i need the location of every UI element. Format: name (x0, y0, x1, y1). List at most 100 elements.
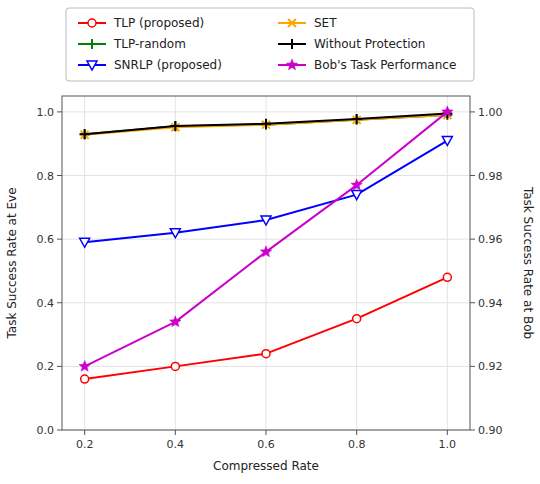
legend-marker (286, 59, 297, 70)
y-tick (57, 366, 62, 367)
series-marker (261, 119, 271, 129)
y-tick (57, 111, 62, 112)
y2-tick-label: 0.92 (478, 360, 503, 373)
legend-label: Bob's Task Performance (314, 58, 456, 72)
plot-frame (62, 96, 470, 430)
grid-line-y (62, 175, 470, 176)
x-tick (84, 430, 85, 435)
series-line (85, 277, 448, 379)
legend-label: SNRLP (proposed) (114, 58, 222, 72)
legend-item: SNRLP (proposed) (78, 58, 222, 72)
y-tick (57, 175, 62, 176)
series-marker (352, 115, 362, 125)
series-marker (352, 191, 362, 200)
grid-line-y (62, 302, 470, 303)
legend-label: Without Protection (314, 37, 425, 51)
legend-item: TLP (proposed) (78, 16, 204, 30)
series-line (85, 112, 448, 366)
x-axis-label: Compressed Rate (213, 459, 319, 473)
grid-line-x (175, 96, 176, 430)
series-marker (261, 120, 271, 130)
x-tick-label: 0.6 (257, 438, 275, 451)
legend-marker (87, 39, 97, 49)
y-tick-label: 0.0 (37, 424, 55, 437)
y-tick-label: 0.2 (37, 360, 55, 373)
series (81, 273, 452, 383)
legend-label: TLP (proposed) (113, 16, 204, 30)
chart: 0.2 0.4 0.6 0.8 1.0 0.0 0.2 0.4 0.6 0.8 1.0 0.90 0.9… (0, 0, 540, 484)
grid-line-x (266, 96, 267, 430)
x-tick (266, 430, 267, 435)
legend-item: SET (278, 16, 337, 30)
grid-line-x (356, 96, 357, 430)
series-marker (352, 114, 362, 124)
y2-tick (470, 366, 475, 367)
legend-label: TLP-random (113, 37, 186, 51)
y2-tick-label: 1.00 (478, 106, 503, 119)
y-tick-label: 1.0 (37, 106, 55, 119)
legend-item: TLP-random (78, 37, 186, 51)
y-tick (57, 302, 62, 303)
legend-box (66, 8, 474, 81)
legend-item: Bob's Task Performance (278, 58, 456, 72)
series-marker (353, 315, 361, 323)
x-tick (356, 430, 357, 435)
x-tick-label: 0.4 (167, 438, 185, 451)
series-marker (170, 316, 181, 327)
y-tick (57, 430, 62, 431)
series-marker (81, 375, 89, 383)
series-line (85, 114, 448, 135)
y2-tick-label: 0.96 (478, 233, 503, 246)
y2-tick (470, 430, 475, 431)
series-marker (261, 216, 271, 225)
y2-tick-label: 0.90 (478, 424, 503, 437)
series (79, 106, 453, 371)
y-tick-label: 0.4 (37, 297, 55, 310)
grid (62, 96, 470, 430)
y2-tick-label: 0.98 (478, 170, 503, 183)
y-tick (57, 239, 62, 240)
y-tick-label: 0.8 (37, 170, 55, 183)
series (81, 111, 452, 139)
series-marker (170, 229, 180, 238)
legend-item: Without Protection (278, 37, 425, 51)
grid-line-y (62, 111, 470, 112)
series (80, 108, 453, 139)
x-tick (447, 430, 448, 435)
legend-label: SET (314, 16, 337, 30)
series-line (85, 115, 448, 135)
series-line (85, 115, 448, 134)
y2-tick (470, 239, 475, 240)
legend-marker (288, 19, 296, 27)
y2-tick (470, 111, 475, 112)
axes: 0.2 0.4 0.6 0.8 1.0 0.0 0.2 0.4 0.6 0.8 1.0 0.90 0.9… (37, 106, 503, 451)
grid-line-y (62, 366, 470, 367)
legend-marker (287, 39, 297, 49)
y2-tick (470, 302, 475, 303)
series-marker (170, 121, 180, 131)
series-marker (80, 129, 90, 139)
x-tick-label: 1.0 (439, 438, 457, 451)
series-marker (79, 360, 90, 371)
axis-labels: Compressed Rate Task Success Rate at Eve T… (5, 186, 535, 473)
series-marker (351, 179, 362, 190)
series-marker (442, 106, 453, 117)
series-marker (443, 273, 451, 281)
y2-tick (470, 175, 475, 176)
x-tick-label: 0.8 (348, 438, 366, 451)
legend: TLP (proposed) TLP-random SNRLP (proposed)… (66, 8, 474, 81)
x-tick-label: 0.2 (76, 438, 94, 451)
series (80, 110, 453, 139)
y2-axis-label: Task Success Rate at Bob (521, 186, 535, 339)
legend-marker (88, 19, 96, 27)
series-marker (80, 238, 90, 247)
legend-marker (87, 61, 97, 70)
y-axis-label: Task Success Rate at Eve (5, 187, 19, 339)
series-marker (262, 350, 270, 358)
series-marker (170, 121, 180, 131)
series-marker (171, 362, 179, 370)
series-marker (442, 137, 452, 146)
series-marker (260, 246, 271, 257)
y-tick-label: 0.6 (37, 233, 55, 246)
series-marker (80, 129, 90, 139)
